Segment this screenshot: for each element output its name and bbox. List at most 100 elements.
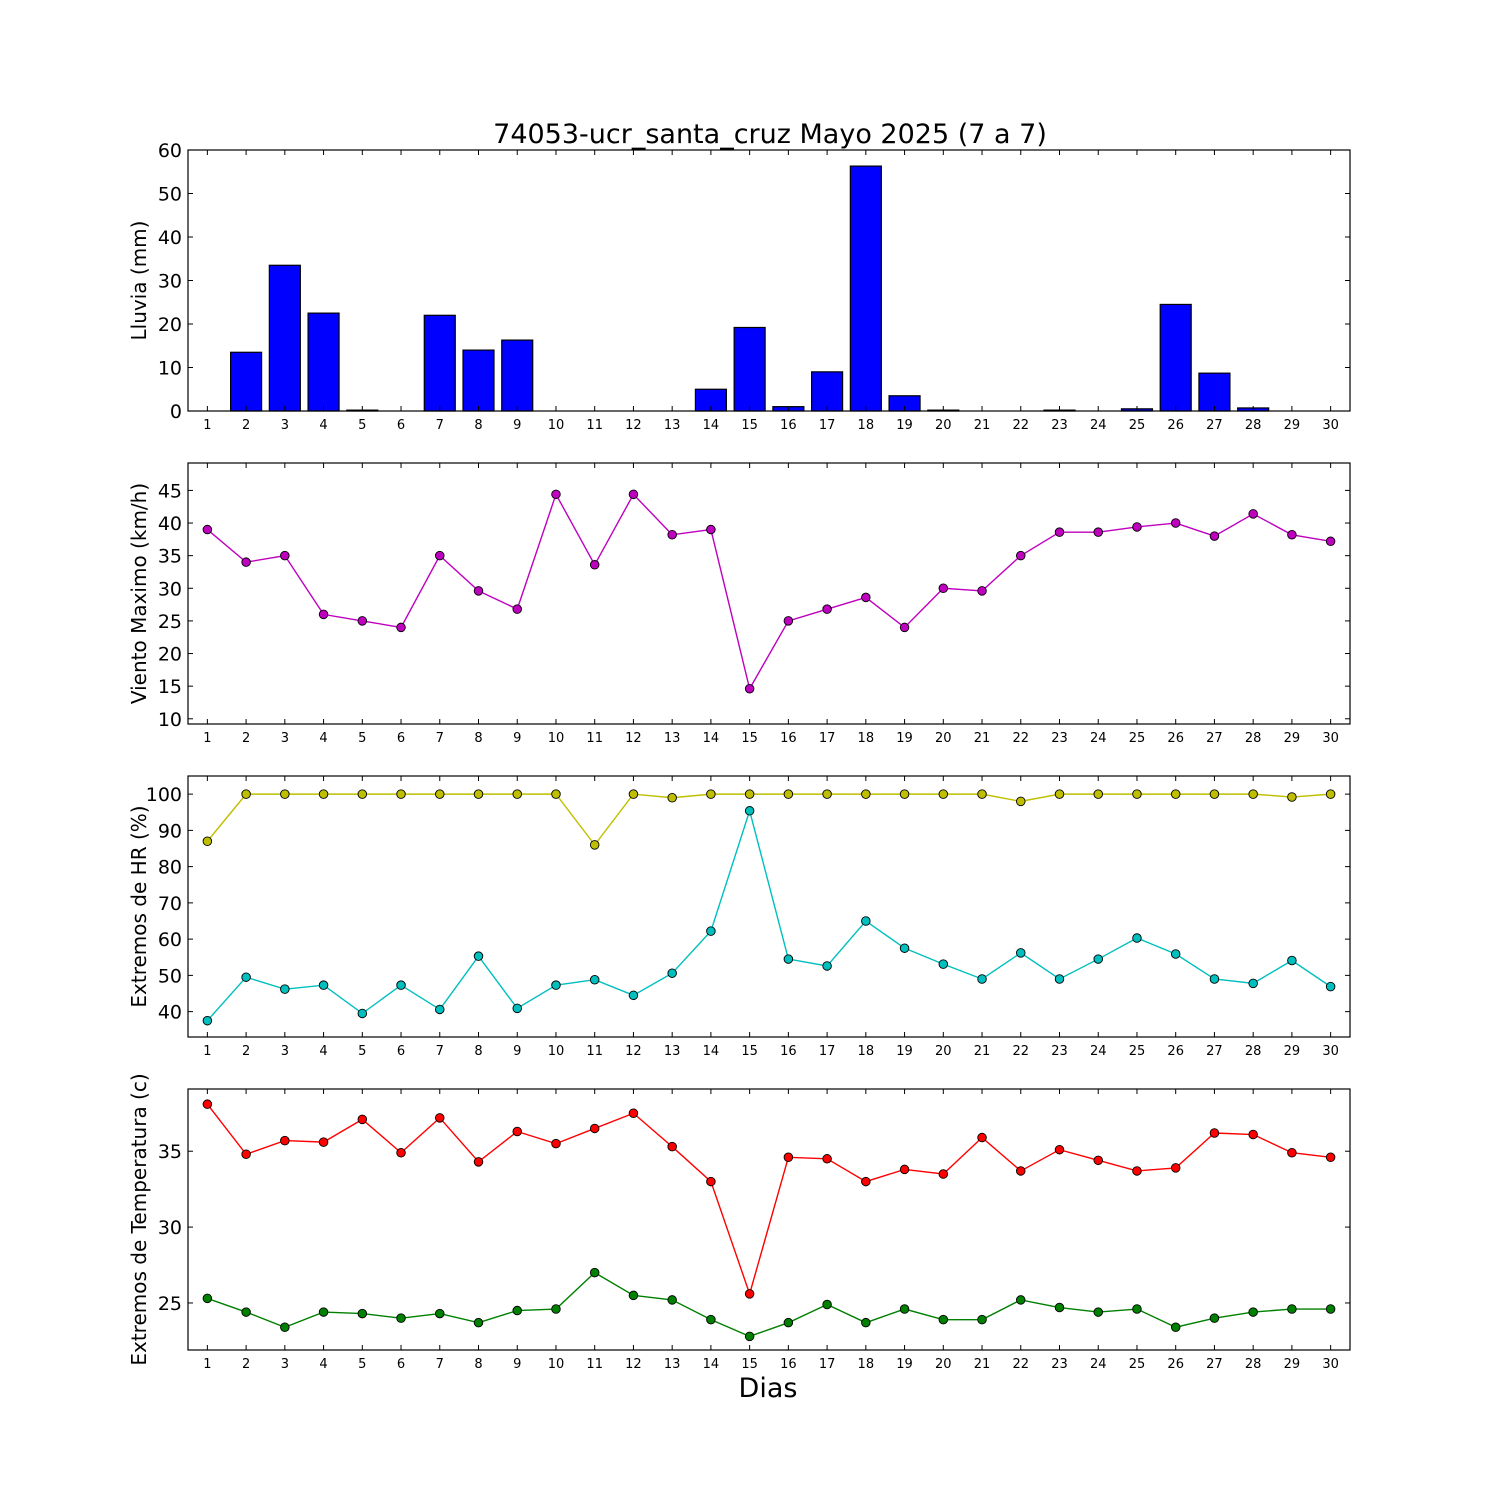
point-temp-1-day-5 <box>357 1308 368 1319</box>
x-tick-label-temp: 18 <box>858 1357 875 1372</box>
x-tick-label-lluvia: 13 <box>664 418 681 433</box>
bar-lluvia-day-17 <box>811 371 844 412</box>
point-hr-0-day-16 <box>783 789 794 799</box>
x-tick-label-temp: 10 <box>548 1357 565 1372</box>
x-tick-label-viento: 8 <box>474 731 482 746</box>
x-tick-label-viento: 21 <box>974 731 991 746</box>
point-temp-0-day-4 <box>318 1137 329 1147</box>
point-hr-1-day-8 <box>473 951 484 961</box>
point-viento-0-day-21 <box>977 586 987 596</box>
point-hr-0-day-7 <box>435 789 445 799</box>
x-tick-label-temp: 26 <box>1167 1357 1184 1372</box>
x-tick-label-temp: 17 <box>819 1357 836 1372</box>
point-temp-1-day-6 <box>396 1313 406 1323</box>
x-tick-label-hr: 11 <box>586 1044 603 1059</box>
x-tick-label-temp: 28 <box>1245 1357 1262 1372</box>
point-temp-0-day-12 <box>628 1108 639 1119</box>
x-tick-label-viento: 12 <box>625 731 642 746</box>
x-tick-label-viento: 16 <box>780 731 797 746</box>
x-tick-label-hr: 28 <box>1245 1044 1262 1059</box>
x-tick-label-lluvia: 30 <box>1322 418 1339 433</box>
point-hr-0-day-5 <box>357 789 368 799</box>
axes-frame-temp <box>187 1088 1351 1351</box>
point-temp-0-day-23 <box>1054 1144 1065 1155</box>
point-temp-0-day-25 <box>1132 1166 1142 1176</box>
y-tick-label-lluvia: 0 <box>170 401 182 423</box>
x-axis-label: Dias <box>739 1373 798 1404</box>
point-hr-1-day-28 <box>1248 978 1258 989</box>
x-tick-label-temp: 19 <box>896 1357 913 1372</box>
y-tick-label-temp: 35 <box>158 1141 182 1163</box>
x-tick-label-viento: 19 <box>896 731 913 746</box>
point-temp-0-day-24 <box>1093 1155 1103 1166</box>
x-tick-label-lluvia: 14 <box>703 418 720 433</box>
point-hr-0-day-9 <box>512 789 522 799</box>
x-tick-label-lluvia: 28 <box>1245 418 1262 433</box>
point-hr-0-day-21 <box>977 789 987 799</box>
point-temp-0-day-3 <box>280 1135 290 1146</box>
point-hr-0-day-24 <box>1093 789 1103 799</box>
point-temp-1-day-20 <box>938 1314 949 1325</box>
y-tick-label-hr: 50 <box>158 965 182 987</box>
point-viento-0-day-9 <box>512 604 522 614</box>
point-temp-0-day-29 <box>1287 1147 1297 1158</box>
x-tick-label-hr: 18 <box>858 1044 875 1059</box>
y-tick-label-lluvia: 50 <box>158 184 182 206</box>
point-hr-0-day-22 <box>1016 796 1026 807</box>
point-temp-1-day-2 <box>241 1307 251 1317</box>
y-axis-label-hr: Extremos de HR (%) <box>127 805 151 1007</box>
point-viento-0-day-12 <box>628 489 639 500</box>
panels: 1 2 3 4 5 6 7 8 9 10 11 12 13 14 15 16 17 18 19 20 21 22 23 24 2… <box>127 140 1351 1372</box>
point-temp-1-day-7 <box>435 1308 445 1319</box>
x-tick-label-lluvia: 6 <box>397 418 405 433</box>
y-tick-label-hr: 100 <box>146 784 182 806</box>
point-viento-0-day-5 <box>357 616 368 626</box>
x-tick-label-viento: 22 <box>1012 731 1029 746</box>
point-hr-1-day-9 <box>512 1003 522 1014</box>
x-tick-label-hr: 13 <box>664 1044 681 1059</box>
y-tick-label-hr: 70 <box>158 893 182 915</box>
x-tick-label-hr: 30 <box>1322 1044 1339 1059</box>
x-tick-label-temp: 29 <box>1284 1357 1301 1372</box>
point-temp-1-day-30 <box>1325 1304 1336 1314</box>
point-temp-1-day-10 <box>551 1304 561 1314</box>
point-temp-1-day-15 <box>744 1331 755 1342</box>
point-temp-1-day-1 <box>202 1293 213 1304</box>
point-hr-0-day-30 <box>1325 789 1336 799</box>
point-viento-0-day-7 <box>435 550 445 561</box>
point-temp-0-day-30 <box>1325 1152 1336 1163</box>
point-hr-1-day-22 <box>1016 948 1026 958</box>
x-tick-label-viento: 26 <box>1167 731 1184 746</box>
point-hr-1-day-23 <box>1054 974 1065 984</box>
point-hr-1-day-26 <box>1170 949 1181 959</box>
x-tick-label-lluvia: 4 <box>319 418 327 433</box>
point-temp-0-day-19 <box>899 1164 910 1175</box>
x-tick-label-temp: 11 <box>586 1357 603 1372</box>
point-viento-0-day-19 <box>899 622 910 633</box>
point-viento-0-day-3 <box>280 550 290 561</box>
point-hr-1-day-15 <box>744 806 755 816</box>
x-tick-label-viento: 25 <box>1129 731 1146 746</box>
axes-frame-viento <box>187 462 1351 725</box>
y-tick-label-lluvia: 40 <box>158 227 182 249</box>
point-hr-1-day-21 <box>977 974 987 984</box>
point-temp-0-day-8 <box>473 1157 484 1167</box>
x-tick-label-hr: 12 <box>625 1044 642 1059</box>
panel-viento: 1 2 3 4 5 6 7 8 9 10 11 12 13 14 15 16 17 18 19 20 21 22 23 24 2… <box>127 462 1351 746</box>
point-hr-0-day-4 <box>318 789 329 799</box>
series-line-hr-1 <box>206 808 1332 1022</box>
x-tick-label-lluvia: 8 <box>474 418 482 433</box>
x-tick-label-temp: 3 <box>281 1357 289 1372</box>
x-tick-label-lluvia: 12 <box>625 418 642 433</box>
x-tick-label-temp: 6 <box>397 1357 405 1372</box>
x-tick-label-hr: 17 <box>819 1044 836 1059</box>
point-viento-0-day-1 <box>202 524 213 535</box>
x-tick-label-viento: 30 <box>1322 731 1339 746</box>
x-tick-label-temp: 1 <box>203 1357 211 1372</box>
point-hr-0-day-14 <box>706 789 716 799</box>
point-viento-0-day-6 <box>396 622 406 633</box>
x-tick-label-lluvia: 23 <box>1051 418 1068 433</box>
x-tick-label-hr: 7 <box>436 1044 444 1059</box>
point-hr-0-day-12 <box>628 789 639 799</box>
point-hr-1-day-4 <box>318 980 329 990</box>
